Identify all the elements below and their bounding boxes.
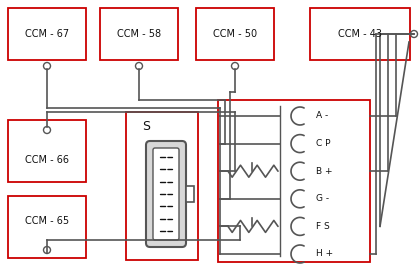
Bar xyxy=(100,8,178,60)
Bar xyxy=(8,120,86,182)
FancyBboxPatch shape xyxy=(153,148,179,240)
Text: CCM - 43: CCM - 43 xyxy=(338,29,382,39)
Text: CCM - 50: CCM - 50 xyxy=(213,29,257,39)
Bar xyxy=(8,196,86,258)
Text: F S: F S xyxy=(316,222,330,231)
Circle shape xyxy=(231,63,239,70)
Bar xyxy=(186,186,194,202)
Text: S: S xyxy=(142,120,150,132)
Circle shape xyxy=(44,126,50,133)
Circle shape xyxy=(410,31,417,37)
Circle shape xyxy=(136,63,142,70)
Text: C P: C P xyxy=(316,139,331,148)
Text: G -: G - xyxy=(316,194,329,203)
Bar xyxy=(218,100,370,262)
Text: CCM - 66: CCM - 66 xyxy=(25,155,69,165)
Bar xyxy=(8,8,86,60)
Bar xyxy=(196,8,274,60)
Text: CCM - 58: CCM - 58 xyxy=(117,29,161,39)
Circle shape xyxy=(44,247,50,254)
Bar xyxy=(126,112,198,260)
Text: H +: H + xyxy=(316,250,333,259)
Text: B +: B + xyxy=(316,167,333,176)
Bar xyxy=(310,8,410,60)
FancyBboxPatch shape xyxy=(146,141,186,247)
Circle shape xyxy=(44,63,50,70)
Text: CCM - 65: CCM - 65 xyxy=(25,216,69,226)
Text: CCM - 67: CCM - 67 xyxy=(25,29,69,39)
Text: A -: A - xyxy=(316,111,328,120)
